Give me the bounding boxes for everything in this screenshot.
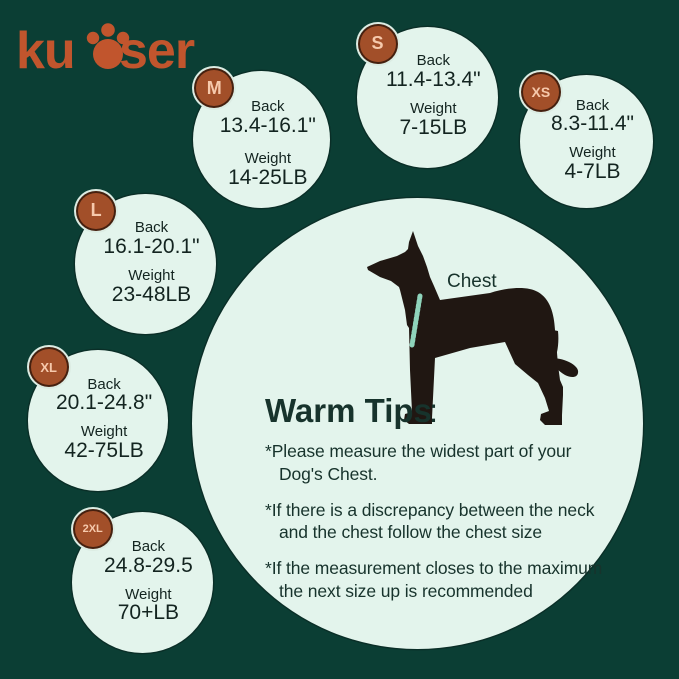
svg-text:Chest: Chest	[447, 271, 497, 292]
svg-text:ku: ku	[16, 22, 75, 80]
svg-text:ser: ser	[119, 22, 195, 80]
